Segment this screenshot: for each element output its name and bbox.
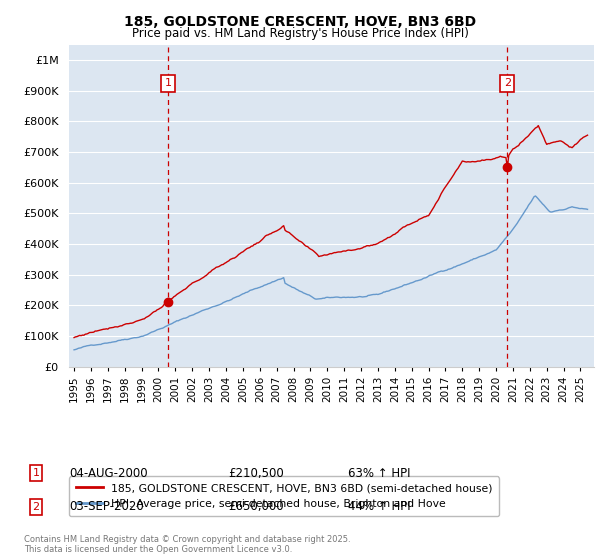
Text: 2: 2: [32, 502, 40, 512]
Text: Price paid vs. HM Land Registry's House Price Index (HPI): Price paid vs. HM Land Registry's House …: [131, 27, 469, 40]
Text: 185, GOLDSTONE CRESCENT, HOVE, BN3 6BD: 185, GOLDSTONE CRESCENT, HOVE, BN3 6BD: [124, 15, 476, 29]
Text: 04-AUG-2000: 04-AUG-2000: [69, 466, 148, 480]
Text: 03-SEP-2020: 03-SEP-2020: [69, 500, 144, 514]
Text: 63% ↑ HPI: 63% ↑ HPI: [348, 466, 410, 480]
Text: 2: 2: [504, 78, 511, 88]
Text: Contains HM Land Registry data © Crown copyright and database right 2025.
This d: Contains HM Land Registry data © Crown c…: [24, 535, 350, 554]
Text: £650,000: £650,000: [228, 500, 284, 514]
Text: 1: 1: [165, 78, 172, 88]
Text: £210,500: £210,500: [228, 466, 284, 480]
Legend: 185, GOLDSTONE CRESCENT, HOVE, BN3 6BD (semi-detached house), HPI: Average price: 185, GOLDSTONE CRESCENT, HOVE, BN3 6BD (…: [69, 477, 499, 516]
Text: 1: 1: [32, 468, 40, 478]
Text: 44% ↑ HPI: 44% ↑ HPI: [348, 500, 410, 514]
